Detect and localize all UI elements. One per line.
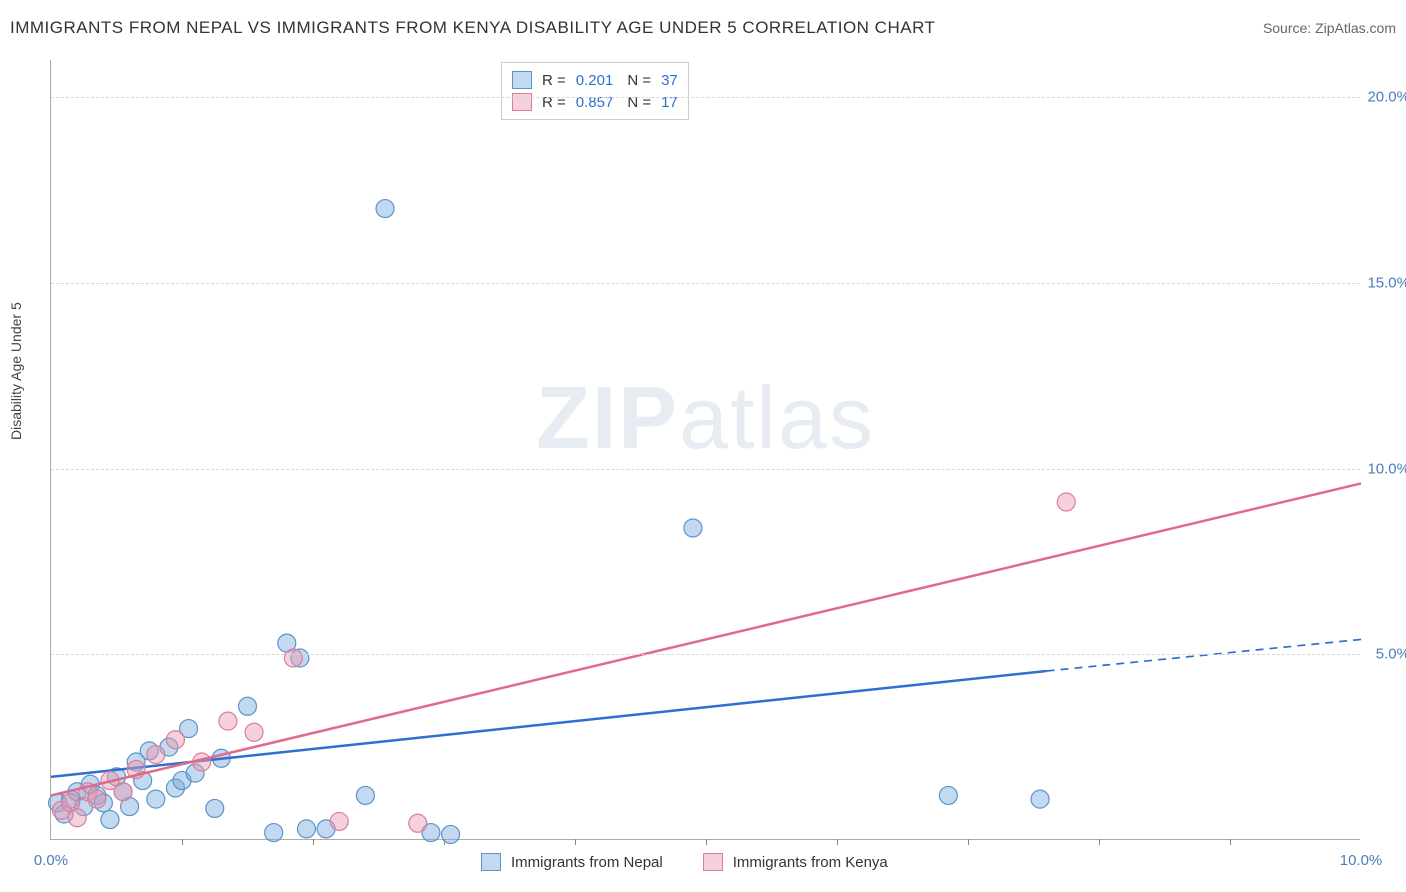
legend-bottom-label-1: Immigrants from Kenya [733, 854, 888, 871]
gridline-h [51, 654, 1360, 655]
xtick [1099, 839, 1100, 845]
ytick-label: 5.0% [1376, 646, 1406, 663]
data-point [68, 809, 86, 827]
legend-bottom-item-1: Immigrants from Kenya [703, 853, 888, 871]
xtick [313, 839, 314, 845]
n-value-0: 37 [661, 72, 678, 89]
gridline-h [51, 283, 1360, 284]
legend-bottom-item-0: Immigrants from Nepal [481, 853, 663, 871]
regression-line [51, 483, 1361, 795]
data-point [356, 786, 374, 804]
data-point [219, 712, 237, 730]
data-point [239, 697, 257, 715]
xtick [1230, 839, 1231, 845]
r-label-0: R = [542, 72, 566, 89]
chart-svg [51, 60, 1360, 839]
legend-bottom-swatch-0 [481, 853, 501, 871]
legend-bottom: Immigrants from Nepal Immigrants from Ke… [481, 853, 888, 871]
chart-header: IMMIGRANTS FROM NEPAL VS IMMIGRANTS FROM… [10, 18, 1396, 38]
xtick [444, 839, 445, 845]
data-point [166, 731, 184, 749]
legend-bottom-swatch-1 [703, 853, 723, 871]
xtick [968, 839, 969, 845]
legend-top: R = 0.201 N = 37 R = 0.857 N = 17 [501, 62, 689, 120]
gridline-h [51, 469, 1360, 470]
data-point [939, 786, 957, 804]
xtick [182, 839, 183, 845]
data-point [330, 812, 348, 830]
chart-title: IMMIGRANTS FROM NEPAL VS IMMIGRANTS FROM… [10, 18, 935, 38]
r-label-1: R = [542, 94, 566, 111]
r-value-1: 0.857 [576, 94, 614, 111]
data-point [1031, 790, 1049, 808]
data-point [1057, 493, 1075, 511]
legend-bottom-label-0: Immigrants from Nepal [511, 854, 663, 871]
data-point [284, 649, 302, 667]
legend-swatch-1 [512, 93, 532, 111]
data-point [206, 799, 224, 817]
data-point [114, 783, 132, 801]
xtick-label: 0.0% [34, 852, 68, 869]
data-point [297, 820, 315, 838]
legend-top-row-0: R = 0.201 N = 37 [512, 69, 678, 91]
data-point [684, 519, 702, 537]
gridline-h [51, 97, 1360, 98]
data-point [147, 746, 165, 764]
xtick [575, 839, 576, 845]
ytick-label: 15.0% [1367, 274, 1406, 291]
data-point [409, 814, 427, 832]
y-axis-label: Disability Age Under 5 [8, 302, 24, 440]
data-point [147, 790, 165, 808]
xtick [837, 839, 838, 845]
data-point [245, 723, 263, 741]
r-value-0: 0.201 [576, 72, 614, 89]
xtick [706, 839, 707, 845]
legend-top-row-1: R = 0.857 N = 17 [512, 91, 678, 113]
xtick-label: 10.0% [1340, 852, 1383, 869]
n-value-1: 17 [661, 94, 678, 111]
ytick-label: 10.0% [1367, 460, 1406, 477]
plot-area: ZIPatlas R = 0.201 N = 37 R = 0.857 N = … [50, 60, 1360, 840]
data-point [88, 790, 106, 808]
data-point [265, 824, 283, 842]
n-label-0: N = [627, 72, 651, 89]
ytick-label: 20.0% [1367, 89, 1406, 106]
data-point [101, 811, 119, 829]
legend-swatch-0 [512, 71, 532, 89]
data-point [376, 200, 394, 218]
n-label-1: N = [627, 94, 651, 111]
chart-source: Source: ZipAtlas.com [1263, 20, 1396, 36]
